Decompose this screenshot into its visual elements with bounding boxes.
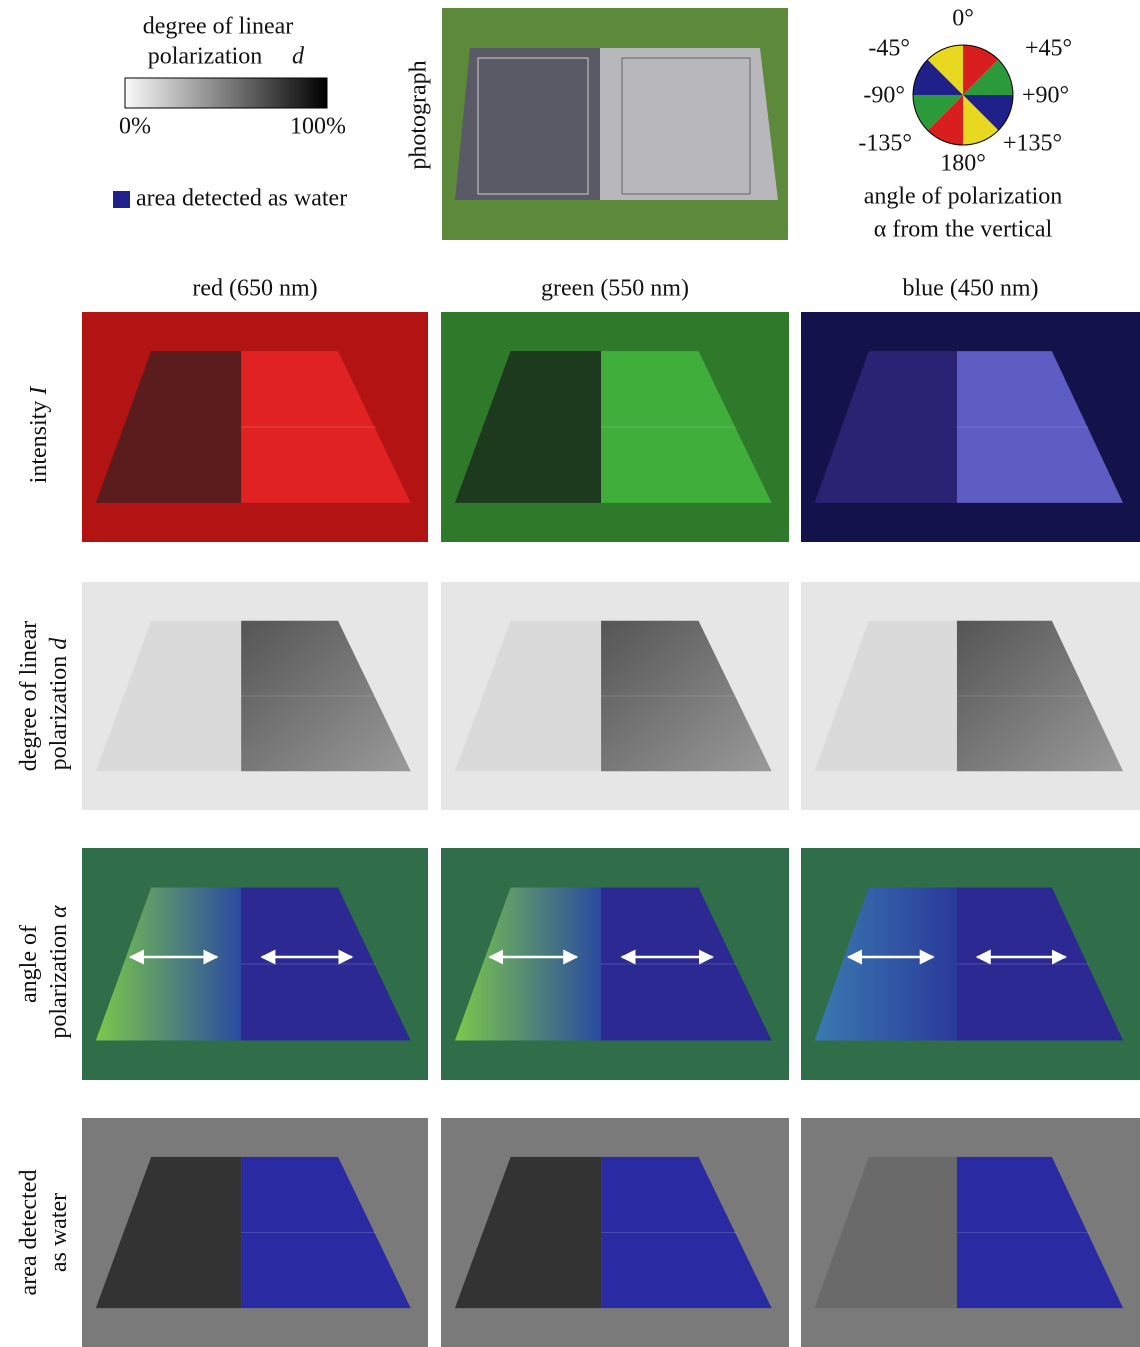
colorbar xyxy=(125,78,327,108)
row-label-line: degree of linear xyxy=(16,621,42,772)
column-header: green (550 nm) xyxy=(541,276,689,302)
legend-d-line: polarization xyxy=(148,44,263,70)
row-label-text: polarization xyxy=(46,924,72,1039)
water-swatch xyxy=(113,191,130,208)
row-label-line: polarization α xyxy=(46,905,72,1039)
panel-image xyxy=(441,848,789,1080)
row-label-symbol: I xyxy=(26,386,52,396)
legend-water: area detected as water xyxy=(136,186,347,212)
panel-image xyxy=(441,1118,789,1347)
row-label-line: intensity I xyxy=(26,386,52,484)
legend-d-line: degree of linear xyxy=(143,14,294,40)
row-label-text: degree of linear xyxy=(16,621,42,772)
angle-tick: 180° xyxy=(940,151,986,177)
panel-image xyxy=(441,312,789,542)
panel-image xyxy=(801,582,1140,810)
row-label-line: area detected xyxy=(16,1170,42,1296)
panel-image xyxy=(82,582,428,810)
angle-tick: -90° xyxy=(863,83,905,109)
figure: degree of linear polarization d 0% 100% … xyxy=(0,0,1140,1347)
legend-angle-caption: angle of polarization xyxy=(864,184,1063,210)
panel-image xyxy=(82,1118,428,1347)
legend-angle-caption: α from the vertical xyxy=(874,217,1053,243)
legend-d-symbol: d xyxy=(292,44,305,70)
panel-grid: red (650 nm) green (550 nm) blue (450 nm) i… xyxy=(16,276,1140,1347)
row-label-text: area detected xyxy=(16,1170,42,1296)
row-label-symbol: d xyxy=(46,637,72,650)
photo-label: photograph xyxy=(406,60,432,169)
angle-tick: -45° xyxy=(868,36,910,62)
angle-wheel: 0° +45° +90° +135° 180° -135° -90° -45° xyxy=(858,6,1072,177)
angle-tick: -135° xyxy=(858,131,912,157)
colorbar-max: 100% xyxy=(290,114,346,140)
panel-image xyxy=(801,848,1140,1080)
row-label: intensity I xyxy=(26,386,52,484)
photograph xyxy=(442,8,788,240)
panel-image xyxy=(801,312,1140,542)
row-label-line: angle of xyxy=(16,925,42,1003)
row-label-line: polarization d xyxy=(46,637,72,771)
row-label-text: polarization xyxy=(46,656,72,771)
column-header: blue (450 nm) xyxy=(903,276,1039,302)
angle-tick: +135° xyxy=(1003,131,1062,157)
angle-tick: +90° xyxy=(1022,83,1069,109)
row-label-text: intensity xyxy=(26,401,52,484)
colorbar-min: 0% xyxy=(119,114,151,140)
angle-tick: +45° xyxy=(1025,36,1072,62)
row-label-text: angle of xyxy=(16,925,42,1003)
row-label-symbol: α xyxy=(46,905,72,918)
panel-image xyxy=(441,582,789,810)
panel-image xyxy=(82,848,428,1080)
row-label-text: as water xyxy=(46,1193,72,1272)
panel-image xyxy=(801,1118,1140,1347)
row-label-line: as water xyxy=(46,1193,72,1272)
panel-image xyxy=(82,312,428,542)
column-header: red (650 nm) xyxy=(192,276,317,302)
angle-tick: 0° xyxy=(952,6,974,32)
